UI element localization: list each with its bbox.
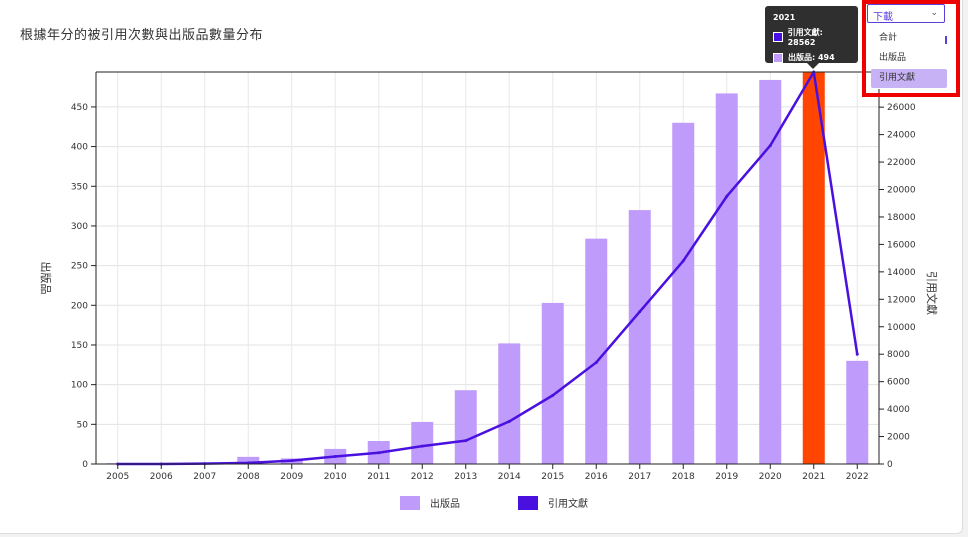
line-point[interactable] <box>551 393 555 397</box>
bar[interactable] <box>454 390 477 464</box>
y-right-tick-label: 8000 <box>887 350 910 360</box>
menu-scrollbar[interactable] <box>945 36 947 44</box>
citation-line[interactable] <box>116 70 859 466</box>
bar[interactable] <box>541 302 564 464</box>
y-left-tick-label: 150 <box>71 341 88 351</box>
tooltip-row-publications: 出版品: 494 <box>773 52 850 63</box>
y-right-tick-label: 6000 <box>887 378 910 388</box>
y-right-tick-label: 4000 <box>887 405 910 415</box>
x-tick-label: 2021 <box>802 472 825 482</box>
x-tick-label: 2015 <box>541 472 564 482</box>
tooltip-citations-text: 引用文獻: 28562 <box>787 28 823 47</box>
x-tick-label: 2014 <box>498 472 521 482</box>
y-right-tick-label: 18000 <box>887 213 916 223</box>
data-tooltip: 2021 引用文獻: 28562 出版品: 494 <box>765 6 858 69</box>
x-tick-label: 2022 <box>846 472 869 482</box>
line-point[interactable] <box>855 352 859 356</box>
line-point[interactable] <box>377 451 381 455</box>
line-point[interactable] <box>290 459 294 463</box>
tooltip-row-citations: 引用文獻: 28562 <box>773 27 850 47</box>
y-right-tick-label: 16000 <box>887 240 916 250</box>
x-tick-label: 2020 <box>759 472 782 482</box>
bar[interactable] <box>672 122 695 464</box>
y-left-tick-label: 200 <box>71 301 88 311</box>
y-left-tick-label: 300 <box>71 222 88 232</box>
tooltip-swatch-publications <box>773 52 783 63</box>
bar[interactable] <box>237 456 260 464</box>
y-right-tick-label: 24000 <box>887 131 916 141</box>
download-menu: 合計 出版品 引用文獻 <box>871 29 947 89</box>
x-tick-label: 2011 <box>367 472 390 482</box>
y-right-tick-label: 14000 <box>887 268 916 278</box>
y-right-tick-label: 12000 <box>887 295 916 305</box>
x-tick-label: 2009 <box>280 472 303 482</box>
x-tick-label: 2008 <box>237 472 260 482</box>
chevron-down-icon: ⌄ <box>930 8 938 18</box>
line-point[interactable] <box>638 310 642 314</box>
x-tick-label: 2016 <box>585 472 608 482</box>
line-point[interactable] <box>420 444 424 448</box>
y-right-tick-label: 10000 <box>887 323 916 333</box>
line-point[interactable] <box>768 144 772 148</box>
y-right-tick-label: 2000 <box>887 433 910 443</box>
y-left-tick-label: 0 <box>82 460 88 470</box>
x-tick-label: 2019 <box>715 472 738 482</box>
bar-highlighted[interactable] <box>802 72 825 464</box>
line-point[interactable] <box>333 454 337 458</box>
bar[interactable] <box>715 93 738 464</box>
legend-label-citations: 引用文獻 <box>548 499 588 510</box>
y-left-tick-label: 350 <box>71 182 88 192</box>
bar[interactable] <box>498 343 521 464</box>
line-point[interactable] <box>681 259 685 263</box>
download-dropdown[interactable]: 下載 ⌄ <box>867 4 945 23</box>
y-axis-right-title: 引用文獻 <box>925 271 939 315</box>
bar[interactable] <box>759 79 782 465</box>
x-tick-label: 2012 <box>411 472 434 482</box>
line-point[interactable] <box>725 194 729 198</box>
axes: 0 50 100 150 200 250 300 350 400 450 0 2000 4000 6000… <box>71 71 916 482</box>
x-tick-label: 2007 <box>193 472 216 482</box>
menu-item-citations[interactable]: 引用文獻 <box>871 69 947 88</box>
y-right-tick-label: 26000 <box>887 103 916 113</box>
y-left-tick-label: 400 <box>71 143 88 153</box>
bar[interactable] <box>411 421 434 464</box>
legend: 出版品 引用文獻 <box>0 495 962 513</box>
legend-swatch-citations <box>518 495 538 510</box>
tooltip-year: 2021 <box>773 13 796 22</box>
x-tick-label: 2018 <box>672 472 695 482</box>
bar[interactable] <box>585 238 608 464</box>
bar[interactable] <box>628 210 651 464</box>
legend-swatch-publications <box>400 495 420 510</box>
download-dropdown-label: 下載 <box>873 12 893 23</box>
x-tick-label: 2017 <box>628 472 651 482</box>
tooltip-publications-text: 出版品: 494 <box>788 53 835 62</box>
y-right-tick-label: 20000 <box>887 186 916 196</box>
legend-item-publications[interactable]: 出版品 <box>400 495 460 510</box>
legend-item-citations[interactable]: 引用文獻 <box>518 495 588 510</box>
y-left-tick-label: 50 <box>77 420 89 430</box>
line-point[interactable] <box>464 439 468 443</box>
x-tick-label: 2005 <box>106 472 129 482</box>
y-right-tick-label: 22000 <box>887 158 916 168</box>
legend-label-publications: 出版品 <box>430 499 460 510</box>
tooltip-swatch-citations <box>773 32 783 42</box>
x-tick-label: 2013 <box>454 472 477 482</box>
line-point[interactable] <box>594 360 598 364</box>
menu-item-total[interactable]: 合計 <box>879 33 898 43</box>
y-right-tick-label: 0 <box>887 460 893 470</box>
bar[interactable] <box>846 360 869 464</box>
y-left-tick-label: 250 <box>71 262 88 272</box>
x-tick-label: 2010 <box>324 472 347 482</box>
chart-title: 根據年分的被引用次數與出版品數量分布 <box>20 28 264 43</box>
y-axis-left-title: 出版品 <box>39 262 53 295</box>
bars[interactable] <box>106 72 869 465</box>
x-tick-label: 2006 <box>150 472 173 482</box>
line-series-citations[interactable] <box>117 70 859 466</box>
menu-item-publications[interactable]: 出版品 <box>879 53 907 63</box>
y-left-tick-label: 100 <box>71 381 88 391</box>
y-left-tick-label: 450 <box>71 103 88 113</box>
line-point[interactable] <box>507 419 511 423</box>
